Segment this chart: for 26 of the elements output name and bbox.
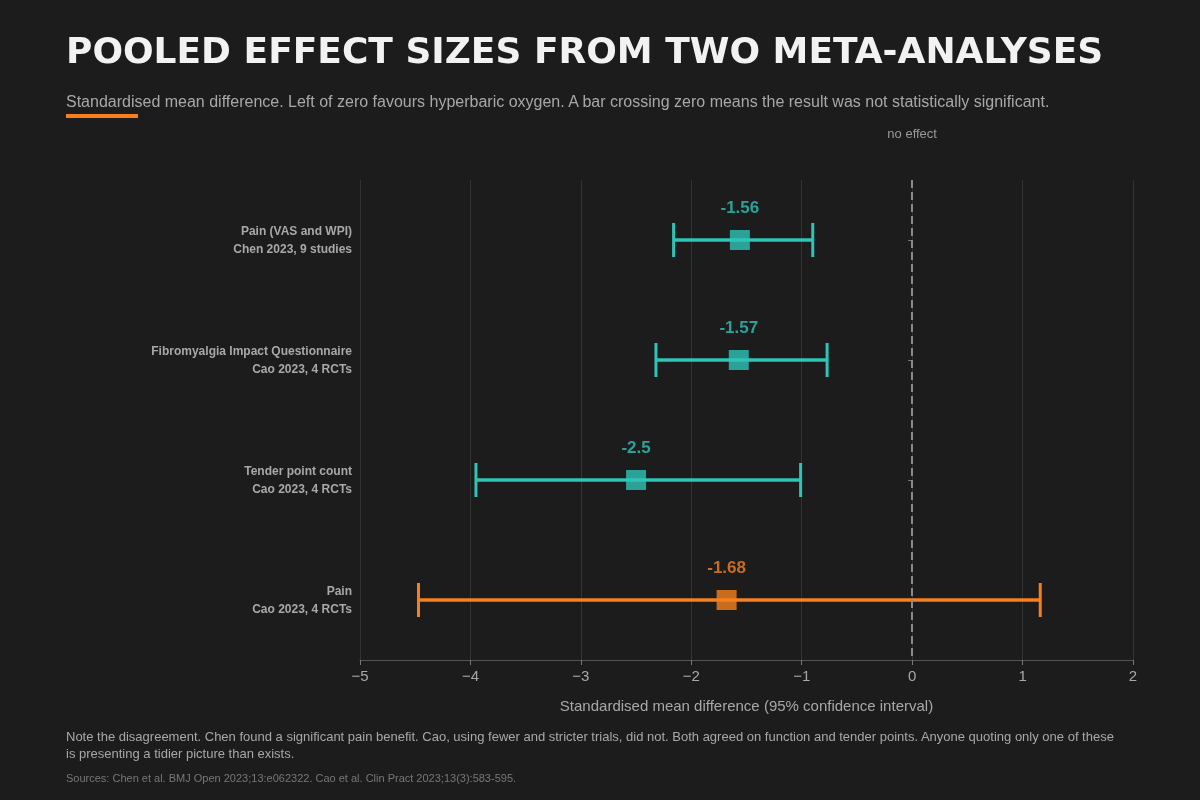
point [729,230,750,250]
chart-title: POOLED EFFECT SIZES FROM TWO META-ANALYSES [66,30,1104,71]
point [716,590,737,610]
y-tick-label: Tender point count Cao 2023, 4 RCTs [244,464,353,496]
x-tick-label: −5 [351,667,369,684]
data-label: -1.68 [707,558,746,577]
x-tick-label: 2 [1128,667,1138,684]
y-tick-label: Pain (VAS and WPI) Chen 2023, 9 studies [233,224,353,256]
x-tick-label: −3 [572,667,590,684]
ref-line-label: no effect [887,126,938,141]
x-tick-label: 1 [1018,667,1027,684]
x-tick-label: −2 [682,667,700,684]
x-tick-label: 0 [907,667,917,684]
data-label: -2.5 [621,438,651,457]
x-tick-label: −4 [461,667,479,684]
point [728,350,749,370]
y-tick-label: Pain Cao 2023, 4 RCTs [252,584,353,616]
source-note: Sources: Chen et al. BMJ Open 2023;13:e062322. Cao et al. Clin Pract 2023;13(3):583-595. [66,772,517,784]
x-axis-title: Standardised mean difference (95% confidence interval) [559,697,934,714]
y-tick-label: Fibromyalgia Impact Questionnaire Cao 2023, 4 RCTs [151,344,353,376]
chart-subtitle: Standardised mean difference. Left of zero favours hyperbaric oxygen. A bar crossing zero means the result was not statistically significant. [66,93,1050,111]
data-label: -1.57 [719,318,759,337]
text: Note the disagreement. Chen found a significant pain benefit. Cao, using fewer and stricter trials, did not. Both agreed on function and tender points. Anyone quoting only one of these is presenting a tidier picture than exists. [66,728,1115,762]
x-tick-label: −1 [793,667,811,684]
point [626,470,647,490]
data-label: -1.56 [720,198,760,217]
